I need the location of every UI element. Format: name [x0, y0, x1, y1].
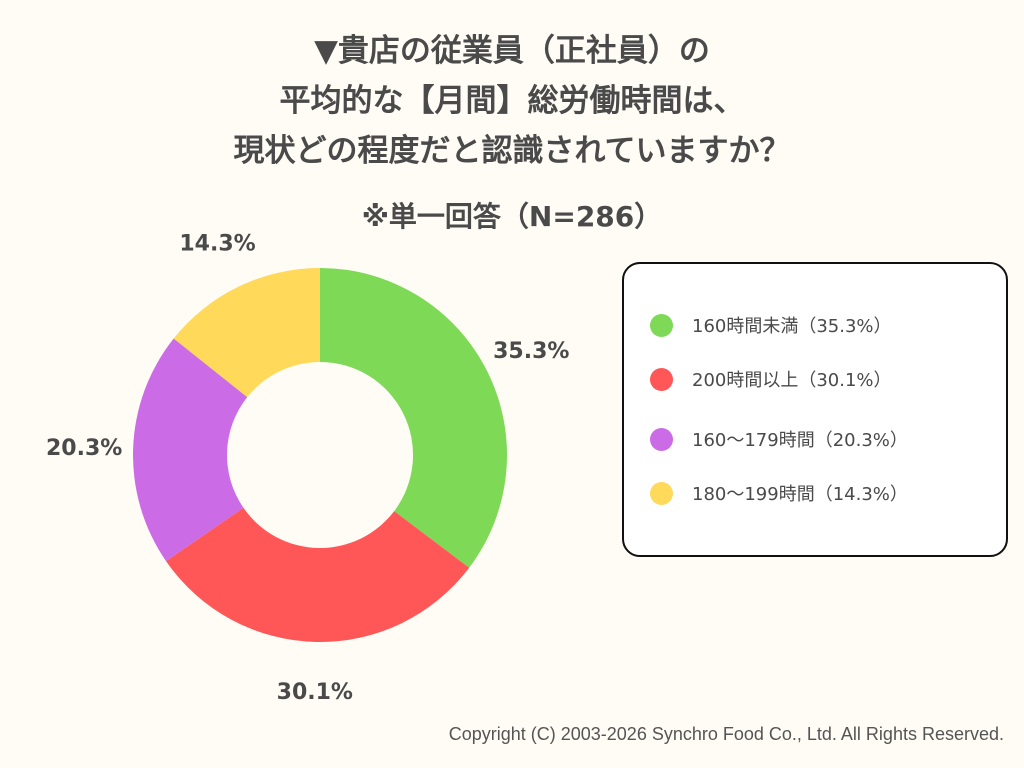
copyright: Copyright (C) 2003-2026 Synchro Food Co.… — [448, 724, 1004, 744]
donut-slice — [133, 338, 248, 562]
title-line: 現状どの程度だと認識されていますか？ — [233, 133, 791, 169]
donut-slice — [320, 268, 508, 568]
chart-title: ▼貴店の従業員（正社員）の 平均的な【月間】総労働時間は、 現状どの程度だと認識… — [0, 26, 1024, 176]
legend-item: 200時間以上（30.1%） — [650, 366, 892, 392]
data-label: 20.3% — [46, 436, 122, 461]
legend-label: 180〜199時間（14.3%） — [692, 484, 908, 505]
legend-label: 200時間以上（30.1%） — [692, 370, 892, 391]
legend-swatch — [650, 313, 673, 337]
donut-slice — [165, 507, 470, 642]
legend-item: 160〜179時間（20.3%） — [650, 426, 908, 452]
chart-subtitle: ※単一回答（N=286） — [361, 200, 663, 233]
legend-label: 160〜179時間（20.3%） — [692, 430, 908, 451]
donut-slice — [173, 268, 320, 398]
legend-item: 180〜199時間（14.3%） — [650, 480, 908, 506]
data-label: 14.3% — [179, 231, 255, 256]
legend-swatch — [650, 481, 673, 505]
legend-swatch — [650, 367, 673, 391]
title-line: ▼貴店の従業員（正社員）の — [314, 33, 710, 69]
legend-item: 160時間未満（35.3%） — [650, 312, 892, 338]
data-label: 35.3% — [493, 339, 569, 364]
title-line: 平均的な【月間】総労働時間は、 — [279, 83, 745, 119]
legend: 160時間未満（35.3%） 200時間以上（30.1%） 160〜179時間（… — [622, 262, 1008, 557]
legend-label: 160時間未満（35.3%） — [692, 316, 892, 337]
legend-swatch — [650, 427, 673, 451]
data-label: 30.1% — [277, 680, 353, 705]
